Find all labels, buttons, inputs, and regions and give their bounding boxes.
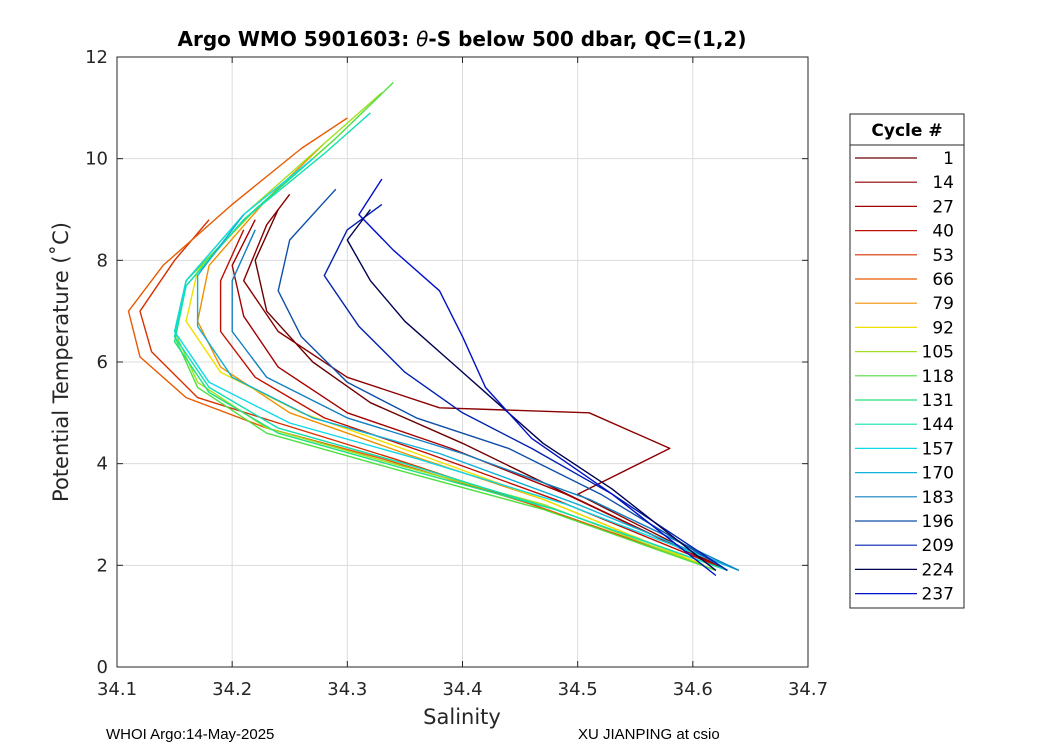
series-line-cycle-170 xyxy=(196,214,740,572)
chart-title-symbol: θ xyxy=(416,27,428,51)
legend-label-cycle-183: 183 xyxy=(922,488,954,508)
series-line-cycle-40 xyxy=(219,229,717,566)
legend-label-cycle-144: 144 xyxy=(922,415,954,435)
legend-label-cycle-14: 14 xyxy=(932,173,954,193)
legend-label-cycle-118: 118 xyxy=(922,367,954,387)
x-tick-label: 34.4 xyxy=(442,679,482,700)
footer-right: XU JIANPING at csio xyxy=(578,726,720,743)
legend-entries: 1 14 27 40 53 66 79 92 105 118 131 144 157 170 183 196 2… xyxy=(855,149,954,605)
series-line-cycle-105 xyxy=(173,92,717,572)
y-tick-label: 4 xyxy=(97,454,108,475)
legend-label-cycle-224: 224 xyxy=(922,560,954,580)
x-tick-label: 34.7 xyxy=(788,679,828,700)
legend-label-cycle-105: 105 xyxy=(922,343,954,363)
y-tick-label: 10 xyxy=(85,149,108,170)
legend-label-cycle-1: 1 xyxy=(943,149,954,169)
chart-title-suffix: -S below 500 dbar, QC=(1,2) xyxy=(428,27,746,51)
x-tick-label: 34.2 xyxy=(212,679,252,700)
y-axis-label: Potential Temperature (˚C) xyxy=(49,222,73,502)
legend-title: Cycle # xyxy=(871,121,942,141)
legend-label-cycle-53: 53 xyxy=(932,246,954,266)
legend-label-cycle-196: 196 xyxy=(922,512,954,532)
x-axis-label: Salinity xyxy=(423,705,501,729)
legend-label-cycle-170: 170 xyxy=(922,464,954,484)
series-line-cycle-27 xyxy=(231,219,717,566)
series-line-cycle-144 xyxy=(173,112,728,572)
x-tick-label: 34.1 xyxy=(97,679,137,700)
series-line-cycle-14 xyxy=(242,193,728,572)
y-tick-label: 6 xyxy=(97,352,108,373)
series-line-cycle-183 xyxy=(231,229,740,572)
legend-label-cycle-131: 131 xyxy=(922,391,954,411)
legend-label-cycle-209: 209 xyxy=(922,536,954,556)
legend-label-cycle-157: 157 xyxy=(922,439,954,459)
legend-label-cycle-40: 40 xyxy=(932,222,954,242)
y-tick-label: 2 xyxy=(97,555,108,576)
series-line-cycle-79 xyxy=(196,142,705,566)
series-lines xyxy=(127,81,740,577)
legend-label-cycle-79: 79 xyxy=(932,294,954,314)
series-line-cycle-196 xyxy=(277,188,728,571)
chart-title-prefix: Argo WMO 5901603: xyxy=(178,27,417,51)
x-tick-label: 34.3 xyxy=(327,679,367,700)
y-tick-label: 12 xyxy=(85,47,108,68)
x-tick-label: 34.5 xyxy=(558,679,598,700)
chart-title: Argo WMO 5901603: θ-S below 500 dbar, QC… xyxy=(178,27,747,51)
legend-label-cycle-66: 66 xyxy=(932,270,954,290)
axis-ticks: 34.1 34.2 34.3 34.4 34.5 34.6 34.7 0 2 4 6 8 10 12 xyxy=(85,47,828,700)
y-tick-label: 8 xyxy=(97,250,108,271)
y-tick-label: 0 xyxy=(97,657,108,678)
series-line-cycle-209 xyxy=(323,203,728,571)
legend: Cycle # 1 14 27 40 53 66 79 92 105 118 131 144 157 17… xyxy=(849,113,965,609)
x-tick-label: 34.6 xyxy=(673,679,713,700)
series-line-cycle-237 xyxy=(358,178,717,577)
legend-label-cycle-92: 92 xyxy=(932,318,954,338)
series-line-cycle-224 xyxy=(346,209,717,571)
legend-label-cycle-27: 27 xyxy=(932,197,954,217)
footer-left: WHOI Argo:14-May-2025 xyxy=(106,726,275,743)
series-line-cycle-1 xyxy=(254,209,728,572)
legend-label-cycle-237: 237 xyxy=(922,585,954,605)
legend-box xyxy=(849,113,965,609)
series-line-cycle-157 xyxy=(173,158,740,572)
